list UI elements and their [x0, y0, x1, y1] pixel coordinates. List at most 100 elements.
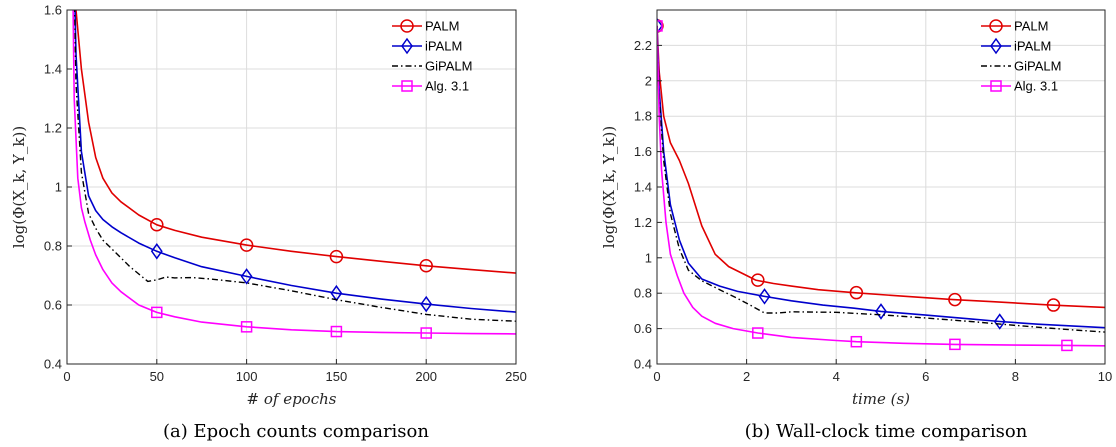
x-tick-label: 2	[743, 369, 750, 384]
data-point-ipalm	[150, 243, 163, 260]
series-lines	[72, 10, 516, 339]
series-lines	[657, 17, 1105, 352]
data-point-alg-3-1	[330, 325, 343, 338]
legend-item-palm: PALM	[981, 19, 1048, 34]
series-line-gipalm	[73, 10, 516, 322]
x-tick-label: 100	[236, 369, 258, 384]
y-tick-label: 2.2	[634, 38, 652, 53]
data-point-ipalm	[875, 303, 887, 320]
data-point-palm	[329, 249, 344, 264]
series-line-palm	[75, 10, 516, 274]
legend-item-gipalm: GiPALM	[981, 59, 1061, 74]
plot-frame	[66, 9, 517, 365]
data-point-alg-3-1	[151, 306, 163, 319]
axis-ticks: 0 2 4 6 8 10 0.4 0.6 0.8 1 1.2 1.4 1.6 1.8 2 2.2	[634, 38, 1112, 384]
y-tick-label: 0.6	[634, 321, 652, 336]
data-point-palm	[1046, 298, 1061, 312]
data-point-palm	[849, 285, 864, 300]
legend: PALM iPALM GiPALM Alg. 3.1	[392, 19, 472, 94]
data-point-alg-3-1	[240, 321, 253, 333]
chart-panel-time: 0 2 4 6 8 10 0.4 0.6 0.8 1 1.2 1.4 1.6 1.8 2 2.2 PALM iP…	[600, 9, 1112, 442]
series-line-ipalm	[74, 10, 516, 313]
x-tick-label: 8	[1012, 369, 1019, 384]
series-line-alg-3-1	[657, 25, 1105, 347]
plot-frame	[656, 9, 1106, 365]
legend-label: iPALM	[1014, 39, 1051, 54]
y-axis-label: log(Φ(X_k, Y_k))	[600, 126, 618, 248]
data-point-ipalm	[420, 295, 433, 313]
y-tick-label: 2	[645, 73, 652, 88]
x-tick-label: 0	[653, 369, 660, 384]
legend-item-gipalm: GiPALM	[392, 59, 472, 74]
y-tick-label: 1.6	[634, 144, 652, 159]
series-line-ipalm	[657, 25, 1105, 329]
x-tick-label: 250	[505, 369, 527, 384]
figure-caption: (b) Wall-clock time comparison	[745, 421, 1028, 442]
data-point-alg-3-1	[1061, 339, 1073, 352]
legend-item-palm: PALM	[392, 19, 459, 34]
legend-marker	[990, 37, 1002, 55]
legend-label: iPALM	[425, 39, 462, 54]
data-point-ipalm	[758, 288, 771, 305]
data-point-palm	[239, 238, 254, 252]
y-tick-label: 0.8	[634, 286, 652, 301]
data-point-palm	[657, 19, 664, 33]
legend-marker	[400, 19, 414, 33]
legend-marker	[401, 80, 413, 92]
legend: PALM iPALM GiPALM Alg. 3.1	[981, 19, 1061, 94]
series-line-gipalm	[657, 25, 1105, 333]
legend-marker	[990, 80, 1002, 92]
data-point-alg-3-1	[420, 327, 432, 339]
legend-marker	[989, 19, 1003, 33]
legend-label: PALM	[1014, 19, 1048, 34]
y-tick-label: 1.6	[44, 3, 62, 18]
y-tick-label: 1.4	[634, 180, 652, 195]
chart-panel-epochs: 0 50 100 150 200 250 0.4 0.6 0.8 1 1.2 1.4 1.6 PALM i…	[10, 3, 527, 443]
y-tick-label: 0.8	[44, 239, 62, 254]
legend-item-ipalm: iPALM	[392, 37, 462, 55]
x-axis-label: # of epochs	[247, 390, 337, 408]
data-point-palm	[948, 292, 962, 307]
data-point-ipalm	[657, 17, 663, 35]
y-tick-label: 0.4	[634, 357, 652, 372]
legend-marker	[401, 37, 413, 55]
data-point-ipalm	[993, 313, 1006, 330]
y-tick-label: 0.6	[44, 298, 62, 313]
figure-caption: (a) Epoch counts comparison	[163, 421, 429, 442]
x-tick-label: 50	[150, 369, 164, 384]
legend-item-ipalm: iPALM	[981, 37, 1051, 55]
data-point-alg-3-1	[850, 335, 863, 348]
y-tick-label: 1	[55, 180, 62, 195]
y-tick-label: 1.8	[634, 109, 652, 124]
legend-item-alg-3-1: Alg. 3.1	[392, 79, 469, 94]
data-point-palm	[751, 273, 765, 287]
y-axis-label: log(Φ(X_k, Y_k))	[10, 126, 28, 248]
x-tick-label: 200	[415, 369, 437, 384]
x-tick-label: 150	[326, 369, 348, 384]
data-point-alg-3-1	[752, 327, 764, 339]
series-line-alg-3-1	[72, 10, 516, 335]
y-tick-label: 1.2	[634, 215, 652, 230]
legend-label: GiPALM	[425, 59, 472, 74]
legend-label: GiPALM	[1014, 59, 1061, 74]
axis-ticks: 0 50 100 150 200 250 0.4 0.6 0.8 1 1.2 1.4 1.6	[44, 3, 527, 385]
legend-label: Alg. 3.1	[425, 79, 469, 94]
data-point-palm	[150, 218, 164, 232]
series-line-palm	[657, 25, 1105, 309]
y-tick-label: 1.4	[44, 62, 62, 77]
x-tick-label: 6	[922, 369, 929, 384]
legend-label: PALM	[425, 19, 459, 34]
legend-item-alg-3-1: Alg. 3.1	[981, 79, 1058, 94]
data-point-ipalm	[240, 268, 253, 285]
data-point-alg-3-1	[949, 338, 961, 351]
data-point-alg-3-1	[657, 20, 663, 32]
x-tick-label: 0	[63, 369, 70, 384]
x-tick-label: 10	[1098, 369, 1112, 384]
y-tick-label: 1	[645, 250, 652, 265]
y-tick-label: 0.4	[44, 357, 62, 372]
x-axis-label: time (s)	[852, 390, 910, 408]
legend-label: Alg. 3.1	[1014, 79, 1058, 94]
data-point-palm	[419, 259, 433, 273]
y-tick-label: 1.2	[44, 121, 62, 136]
